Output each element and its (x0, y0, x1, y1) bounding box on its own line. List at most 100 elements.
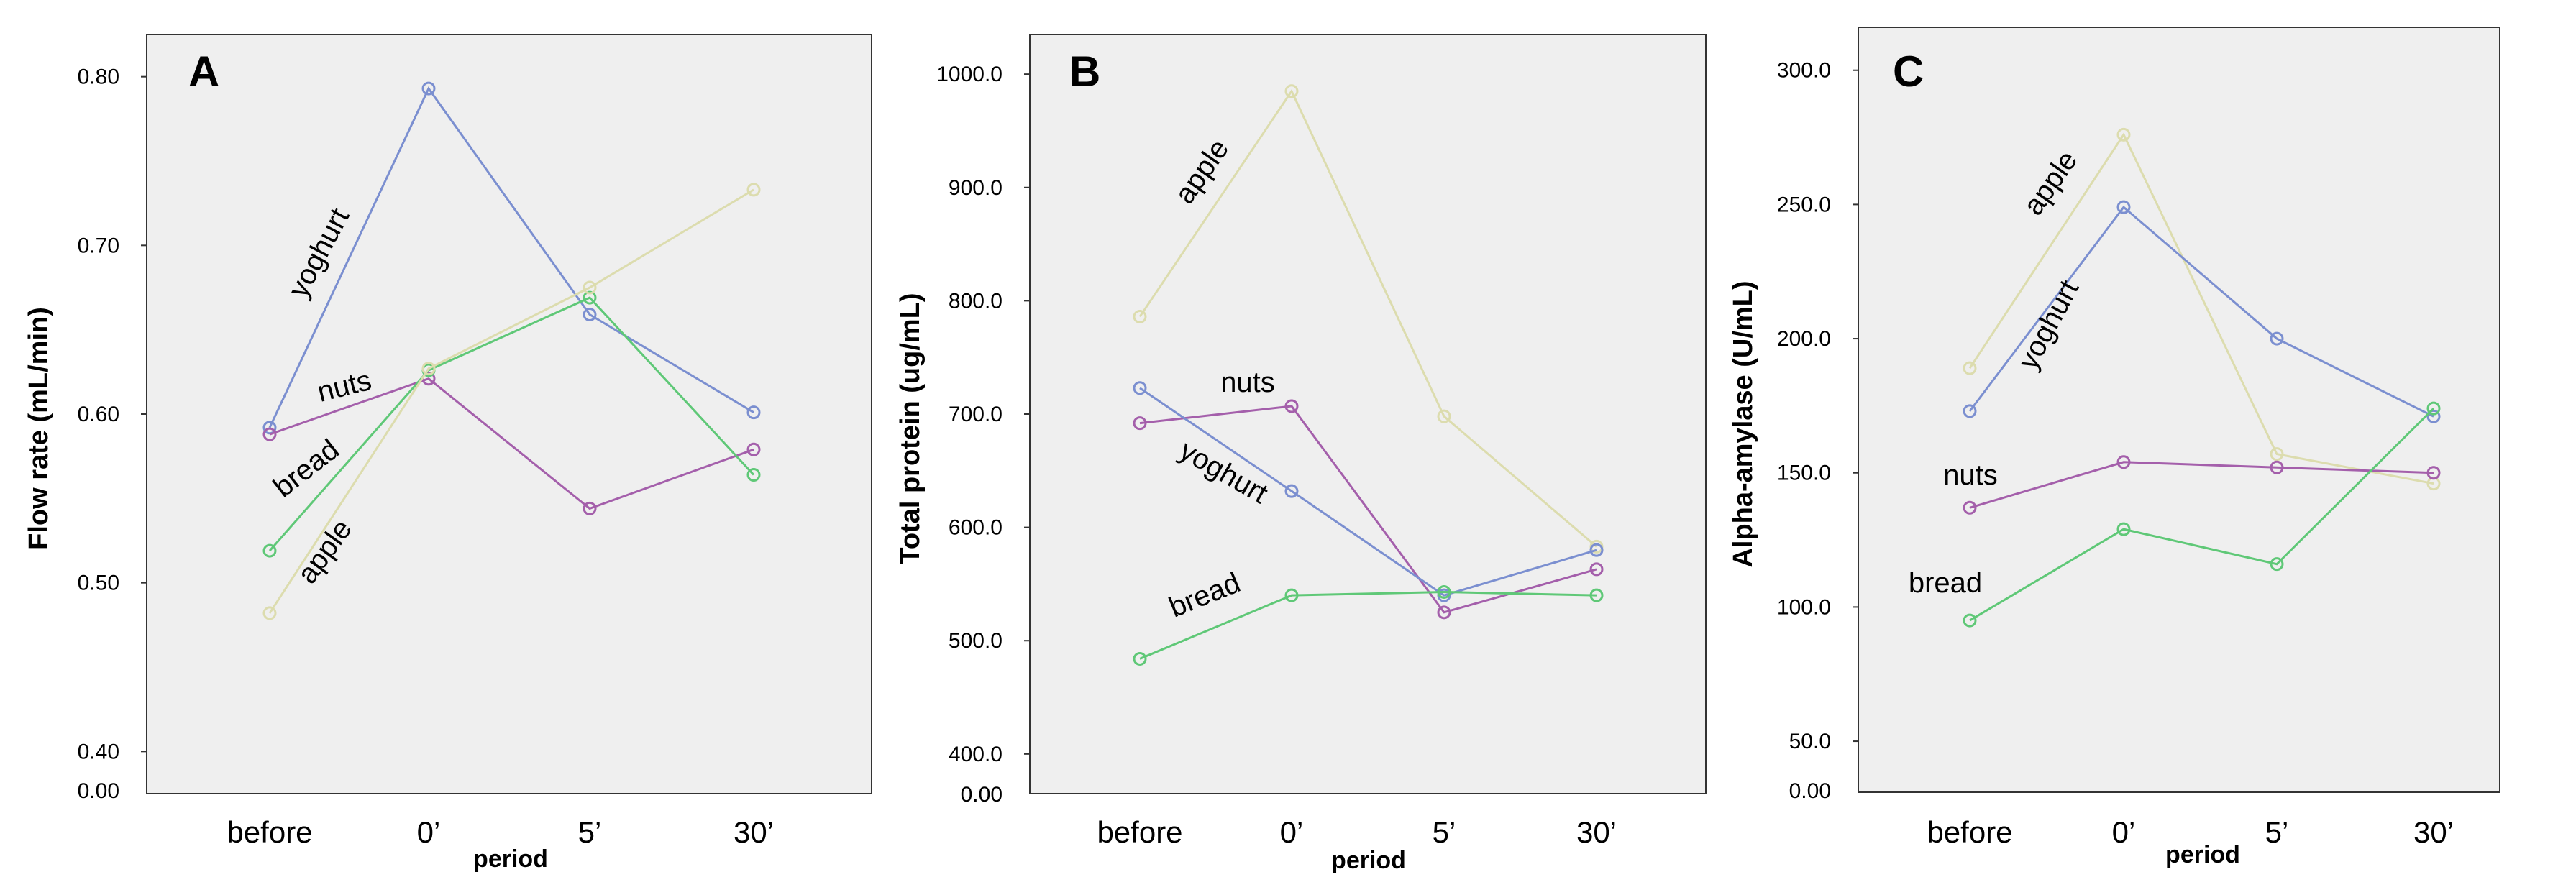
panel-b-x-tick-label: 0’ (1280, 815, 1304, 849)
panel-c-letter: C (1893, 47, 1924, 96)
panel-c-series-yoghurt-point (1963, 404, 1977, 418)
panel-b-y-tick-label: 500.0 (949, 629, 1002, 653)
panel-a-series-bread-point (583, 290, 597, 305)
panel-c-x-tick-label: 30’ (2413, 815, 2454, 849)
panel-c-series-apple-point (1963, 361, 1977, 375)
panel-a-letter: A (188, 47, 219, 96)
panel-c-x-axis-title: period (2165, 841, 2240, 868)
panel-a-y-origin-label: 0.00 (78, 779, 119, 803)
panel-b-series-apple-point (1284, 84, 1299, 98)
panel-a-y-tick-label: 0.40 (78, 740, 119, 763)
panel-b-y-tick-label: 700.0 (949, 403, 1002, 426)
panel-a-series-nuts-point (746, 442, 761, 456)
panel-b-series-yoghurt-point (1133, 381, 1147, 395)
panel-a-series-yoghurt-point (421, 81, 436, 96)
panel-c-series-yoghurt-point (2426, 409, 2441, 423)
panel-c-series-bread-label: bread (1909, 567, 1982, 599)
panel-b-series-bread-line (1139, 590, 1597, 660)
panel-b-series-yoghurt-line (1139, 387, 1597, 597)
panel-c-series-bread-point (2426, 401, 2441, 416)
panel-a-y-tick-label: 0.60 (78, 403, 119, 426)
panel-b-letter: B (1069, 47, 1100, 96)
panel-a-series-apple-point (583, 280, 597, 295)
panel-c-y-axis-title: Alpha-amylase (U/mL) (1728, 280, 1758, 567)
panel-c-y-origin-label: 0.00 (1789, 779, 1831, 803)
panel-c-series-apple-point (2270, 447, 2284, 462)
panel-c-series-nuts-point (2426, 466, 2441, 480)
panel-b-x-tick-label: 30’ (1576, 815, 1617, 849)
panel-b-series-nuts-point (1437, 605, 1451, 620)
panel-b-series-yoghurt-point (1284, 484, 1299, 498)
panel-b-series-bread-point (1589, 588, 1604, 602)
panel-b-series-apple-line (1138, 88, 1597, 548)
panel-a-x-tick-label: 5’ (578, 815, 602, 849)
panel-b-y-tick-label: 800.0 (949, 289, 1002, 313)
panel-b-y-axis-title: Total protein (ug/mL) (895, 293, 926, 564)
panel-c-series-apple-line (1968, 132, 2434, 485)
panel-a-series-yoghurt-point (583, 308, 597, 322)
panel-b-x-tick-label: 5’ (1433, 815, 1456, 849)
panel-a-series-bread-line (268, 296, 755, 552)
panel-a: 0.40 0.50 0.60 0.70 0.80 0.00 before 0’ 5’ 30’ per… (24, 34, 872, 873)
panel-a-y-tick-label: 0.80 (78, 65, 119, 89)
panel-b-series-nuts-point (1589, 562, 1604, 577)
panel-b-series-nuts-label: nuts (1220, 367, 1275, 398)
panel-c-series-bread-point (2116, 522, 2131, 536)
panel-c-series-nuts-line (1969, 461, 2434, 509)
panel-c-y-tick-label: 300.0 (1777, 59, 1831, 83)
panel-c-y-tick-label: 250.0 (1777, 193, 1831, 216)
panel-c-series-bread-point (2270, 557, 2284, 572)
panel-a-y-axis-title: Flow rate (mL/min) (24, 307, 54, 550)
panel-b-x-tick-label: before (1097, 815, 1182, 849)
panel-b-y-origin-label: 0.00 (961, 783, 1002, 807)
panel-b-y-tick-label: 900.0 (949, 176, 1002, 200)
panel-a-series-nuts-point (583, 501, 597, 515)
panel-a-x-axis-title: period (473, 845, 548, 873)
panel-c-series-bread-point (1963, 613, 1977, 628)
panel-c-series-yoghurt-line (1968, 205, 2434, 418)
panel-b-plot-area (1029, 34, 1707, 794)
panel-b-series-nuts-point (1284, 399, 1299, 413)
panel-a-series-apple-line (268, 188, 754, 614)
panel-b-y-tick-label: 600.0 (949, 516, 1002, 540)
panel-a-x-tick-label: 30’ (734, 815, 774, 849)
panel-c-x-tick-label: 0’ (2112, 815, 2136, 849)
panel-a-x-tick-label: before (227, 815, 312, 849)
panel-a-series-apple-point (421, 362, 436, 376)
panel-c-y-tick-label: 200.0 (1777, 327, 1831, 351)
panel-c-series-yoghurt-point (2270, 331, 2284, 346)
panel-b-series-bread-point (1133, 651, 1147, 666)
panel-a-series-nuts-line (269, 377, 754, 510)
panel-b-series-apple-point (1133, 309, 1147, 323)
panel-c-series-apple-point (2116, 127, 2131, 142)
panel-a-series-apple-point (262, 606, 277, 620)
panel-a-x-tick-label: 0’ (417, 815, 441, 849)
panel-c: 50.0 100.0 150.0 200.0 250.0 300.0 0.00 before 0… (1728, 27, 2500, 868)
panel-b-y-tick-label: 400.0 (949, 743, 1002, 766)
panel-b-y-tick-label: 1000.0 (936, 63, 1002, 86)
panel-a-y-tick-label: 0.70 (78, 234, 119, 257)
panel-b-series-nuts-point (1133, 416, 1147, 431)
panel-c-series-nuts-point (2116, 455, 2131, 469)
panel-b-series-bread-point (1284, 588, 1299, 602)
panel-c-x-tick-label: 5’ (2265, 815, 2289, 849)
panel-c-x-tick-label: before (1927, 815, 2012, 849)
panel-b-series-yoghurt-point (1589, 543, 1604, 557)
panel-a-series-bread-point (746, 467, 761, 482)
panel-a-series-bread-point (262, 543, 277, 558)
panel-c-y-tick-label: 50.0 (1789, 730, 1831, 753)
panel-b-series-apple-point (1437, 409, 1451, 423)
panel-c-y-tick-label: 150.0 (1777, 462, 1831, 485)
panel-c-series-yoghurt-point (2116, 200, 2131, 214)
panel-c-series-nuts-point (2270, 460, 2284, 474)
panel-a-series-yoghurt-point (746, 405, 761, 420)
panel-a-y-tick-label: 0.50 (78, 572, 119, 595)
panel-a-plot-area (146, 34, 872, 794)
panel-b-series-nuts-line (1139, 405, 1597, 614)
panel-b: 400.0 500.0 600.0 700.0 800.0 900.0 1000.0 0.00… (895, 34, 1707, 874)
panel-a-series-yoghurt-line (268, 86, 754, 428)
panel-a-series-nuts-point (262, 427, 277, 441)
panel-c-y-tick-label: 100.0 (1777, 595, 1831, 619)
panel-c-series-nuts-point (1963, 500, 1977, 515)
panel-a-series-apple-point (746, 183, 761, 197)
